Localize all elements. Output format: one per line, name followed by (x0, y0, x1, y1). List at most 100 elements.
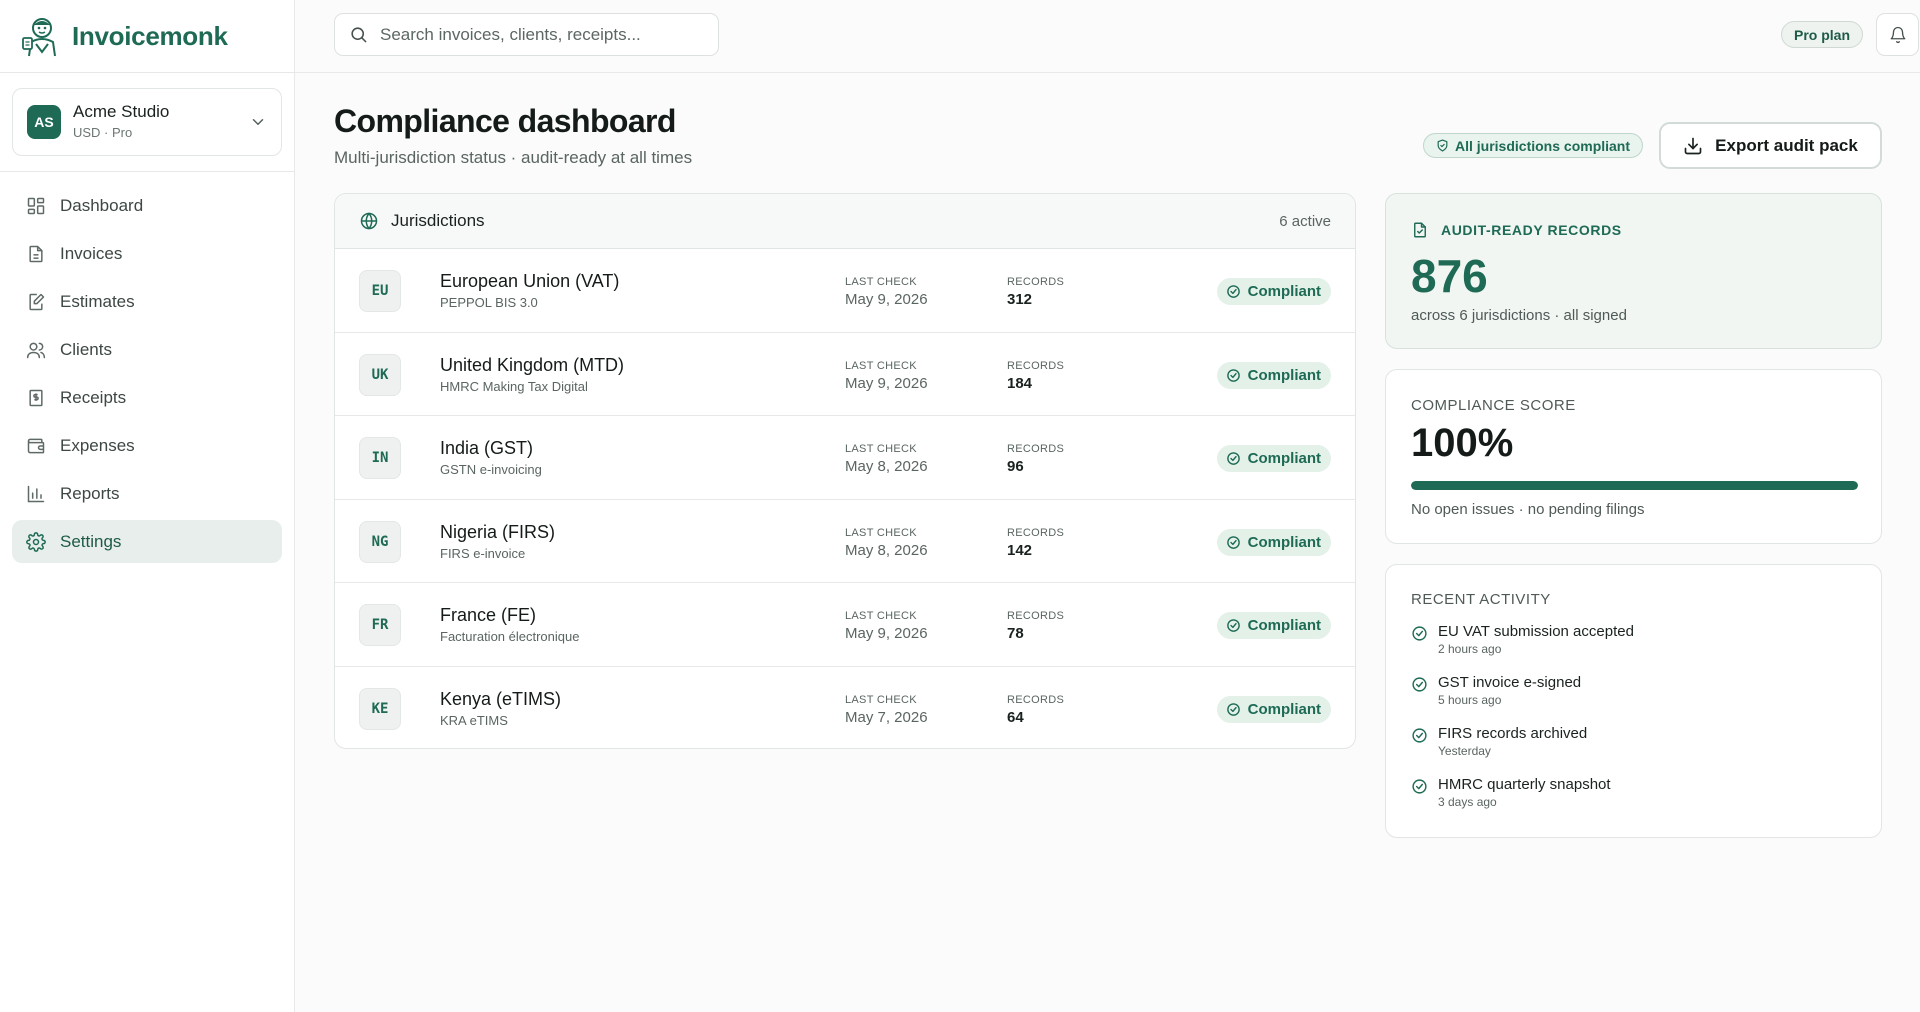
compliance-score-card: COMPLIANCE SCORE 100% No open issues · n… (1385, 369, 1882, 544)
receipt-icon (26, 388, 46, 408)
status-badge: Compliant (1216, 695, 1331, 723)
activity-title: GST invoice e-signed (1438, 674, 1582, 691)
jurisdiction-name: Kenya (eTIMS) (440, 688, 562, 709)
export-audit-pack-button[interactable]: Export audit pack (1659, 122, 1882, 169)
jurisdiction-list: EU European Union (VAT) PEPPOL BIS 3.0 LAST… (335, 249, 1355, 749)
sidebar-item-label: Receipts (60, 387, 127, 407)
jurisdiction-row[interactable]: IN India (GST) GSTN e-invoicing LAST CHECK M… (335, 416, 1355, 500)
status-badge-label: Compliant (1247, 617, 1321, 634)
last-check-label: LAST CHECK (845, 443, 917, 455)
score-subtitle: No open issues · no pending filings (1411, 501, 1645, 518)
jurisdiction-standard: KRA eTIMS (440, 712, 508, 728)
estimate-icon (26, 292, 46, 312)
sidebar-item-receipts[interactable]: Receipts (12, 376, 282, 419)
activity-title: HMRC quarterly snapshot (1438, 776, 1611, 793)
activity-item: HMRC quarterly snapshot 3 days ago (1411, 775, 1611, 811)
chevron-down-icon (249, 113, 267, 131)
audit-ready-card: AUDIT-READY RECORDS 876 across 6 jurisdi… (1385, 193, 1882, 349)
sidebar-item-settings[interactable]: Settings (12, 520, 282, 563)
jurisdiction-name: United Kingdom (MTD) (440, 354, 625, 375)
jurisdiction-row[interactable]: NG Nigeria (FIRS) FIRS e-invoice LAST CHECK… (335, 500, 1355, 583)
status-badge: Compliant (1216, 361, 1331, 389)
score-value: 100% (1411, 421, 1514, 465)
check-circle-icon (1226, 618, 1241, 633)
last-check-value: May 9, 2026 (845, 291, 928, 308)
last-check-value: May 9, 2026 (845, 374, 928, 392)
jurisdiction-name: Nigeria (FIRS) (440, 521, 556, 542)
export-button-label: Export audit pack (1715, 135, 1858, 155)
jurisdiction-code: IN (359, 437, 401, 479)
jurisdictions-count: 6 active (1279, 212, 1331, 230)
check-circle-icon (1411, 673, 1428, 709)
records-value: 64 (1007, 708, 1024, 726)
workspace-name: Acme Studio (73, 102, 170, 121)
recent-activity-card: RECENT ACTIVITY EU VAT submission accept… (1385, 564, 1882, 838)
jurisdictions-title: Jurisdictions (391, 211, 485, 230)
search-box[interactable] (334, 13, 719, 56)
check-circle-icon (1411, 622, 1428, 658)
status-badge: Compliant (1216, 278, 1331, 305)
sidebar-item-dashboard[interactable]: Dashboard (12, 184, 282, 227)
compliance-status-pill: All jurisdictions compliant (1423, 133, 1644, 158)
plan-badge[interactable]: Pro plan (1780, 21, 1863, 48)
records-value: 184 (1007, 374, 1033, 392)
sidebar-item-label: Expenses (60, 435, 135, 455)
activity-label: RECENT ACTIVITY (1411, 591, 1551, 608)
records-label: RECORDS (1007, 359, 1065, 372)
last-check-value: May 8, 2026 (845, 458, 928, 475)
audit-records-value: 876 (1411, 250, 1488, 302)
jurisdiction-name: France (FE) (440, 605, 537, 625)
page-title: Compliance dashboard (334, 103, 676, 139)
check-circle-icon (1226, 535, 1241, 550)
monk-logo-icon (20, 14, 64, 58)
score-progress-bar (1411, 481, 1858, 490)
jurisdiction-row[interactable]: UK United Kingdom (MTD) HMRC Making Tax Di… (335, 333, 1355, 416)
jurisdiction-name: India (GST) (440, 438, 534, 458)
invoice-icon (26, 244, 46, 264)
jurisdiction-name: European Union (VAT) (440, 271, 620, 291)
jurisdictions-header: Jurisdictions 6 active (335, 194, 1355, 249)
workspace-avatar: AS (27, 105, 61, 139)
records-label: RECORDS (1007, 526, 1065, 539)
records-value: 142 (1007, 541, 1033, 559)
audit-subtitle: across 6 jurisdictions · all signed (1411, 307, 1627, 324)
notifications-button[interactable] (1876, 13, 1919, 56)
sidebar-item-invoices[interactable]: Invoices (12, 232, 282, 275)
jurisdiction-code: NG (359, 520, 401, 563)
jurisdiction-code: UK (359, 353, 401, 396)
check-circle-icon (1226, 451, 1241, 466)
last-check-label: LAST CHECK (845, 693, 917, 706)
sidebar-item-reports[interactable]: Reports (12, 472, 282, 515)
check-circle-icon (1411, 724, 1428, 760)
last-check-value: May 9, 2026 (845, 625, 928, 642)
jurisdiction-code: KE (359, 687, 401, 730)
sidebar-nav: Dashboard Invoices Estimates Clients Rec… (0, 172, 294, 580)
last-check-label: LAST CHECK (845, 276, 917, 288)
sidebar-item-label: Clients (60, 339, 112, 359)
jurisdiction-standard: FIRS e-invoice (440, 545, 526, 561)
top-bar: Pro plan (295, 0, 1920, 73)
activity-title: FIRS records archived (1438, 725, 1588, 742)
download-icon (1683, 136, 1703, 156)
audit-label-row: AUDIT-READY RECORDS (1411, 221, 1622, 239)
search-input[interactable] (380, 24, 704, 45)
jurisdiction-standard: GSTN e-invoicing (440, 462, 542, 477)
records-label: RECORDS (1007, 443, 1065, 455)
records-label: RECORDS (1007, 276, 1065, 288)
sidebar-item-estimates[interactable]: Estimates (12, 280, 282, 323)
records-value: 96 (1007, 458, 1024, 475)
records-value: 78 (1007, 625, 1024, 642)
jurisdiction-code: FR (359, 604, 401, 646)
sidebar-item-expenses[interactable]: Expenses (12, 424, 282, 467)
activity-time: 5 hours ago (1438, 693, 1502, 707)
jurisdiction-row[interactable]: KE Kenya (eTIMS) KRA eTIMS LAST CHECK May 7,… (335, 667, 1355, 749)
brand[interactable]: Invoicemonk (0, 0, 294, 73)
check-circle-icon (1226, 702, 1241, 717)
jurisdiction-standard: Facturation électronique (440, 629, 580, 644)
last-check-value: May 7, 2026 (845, 708, 928, 726)
jurisdiction-row[interactable]: EU European Union (VAT) PEPPOL BIS 3.0 LAST… (335, 249, 1355, 333)
sidebar-item-clients[interactable]: Clients (12, 328, 282, 371)
brand-name: Invoicemonk (72, 20, 228, 51)
jurisdiction-row[interactable]: FR France (FE) Facturation électronique LAS… (335, 583, 1355, 667)
workspace-switcher[interactable]: AS Acme Studio USD · Pro (12, 88, 282, 156)
